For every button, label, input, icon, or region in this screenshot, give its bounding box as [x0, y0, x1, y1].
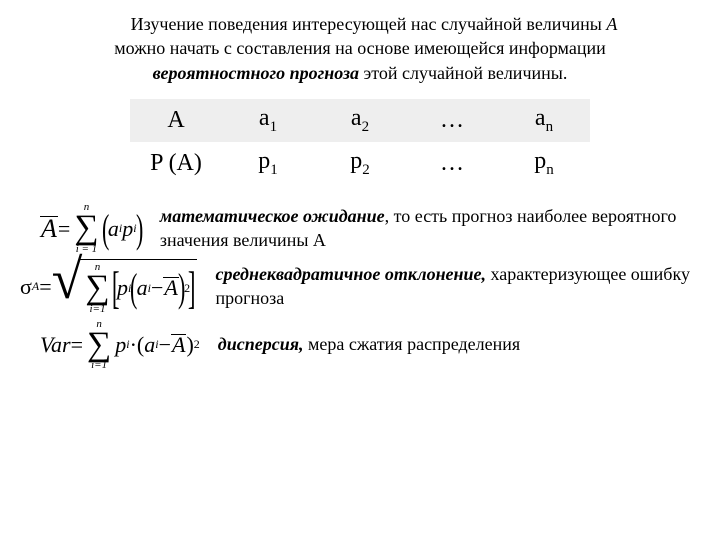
table-cell: p1 — [222, 142, 314, 185]
table-data-row: P (A) p1 p2 … pn — [130, 142, 590, 185]
formula-stddev: σA = √ n ∑ i=1 [ pi ( ai − A )2 — [20, 259, 197, 315]
sqrt: √ n ∑ i=1 [ pi ( ai − A )2 ] — [52, 259, 198, 315]
formula-stddev-desc: среднеквадратичное отклонение, характери… — [197, 263, 720, 310]
table-header-row: A a1 a2 … an — [130, 99, 590, 142]
table-cell: a2 — [314, 99, 406, 142]
table-cell: an — [498, 99, 590, 142]
sigma-sum: n ∑ i=1 — [85, 262, 109, 315]
formula-stddev-row: σA = √ n ∑ i=1 [ pi ( ai − A )2 — [20, 259, 720, 315]
table-cell: … — [406, 99, 498, 142]
formula-variance-desc: дисперсия, мера сжатия распределения — [200, 333, 520, 356]
table-cell: A — [130, 99, 222, 142]
formula-variance: Var = n ∑ i=1 pi · ( ai − A )2 — [40, 319, 200, 372]
A-bar: A — [40, 216, 58, 242]
intro-line3-bi: вероятностного прогноза — [153, 63, 359, 83]
intro-paragraph: Изучение поведения интересующей нас случ… — [0, 0, 720, 93]
table-cell: pn — [498, 142, 590, 185]
table-cell: a1 — [222, 99, 314, 142]
formula-variance-row: Var = n ∑ i=1 pi · ( ai − A )2 дисперсия… — [40, 319, 720, 372]
probability-table: A a1 a2 … an P (A) p1 p2 … pn — [130, 99, 590, 185]
table-cell: P (A) — [130, 142, 222, 185]
formula-expectation: A = n ∑ i = 1 ( ai pi ) — [40, 202, 142, 255]
sigma-sum: n ∑ i = 1 — [74, 202, 98, 255]
intro-line1-pre: Изучение поведения интересующей нас случ… — [131, 14, 607, 34]
table-cell: p2 — [314, 142, 406, 185]
intro-var-A: А — [606, 14, 617, 34]
formula-expectation-row: A = n ∑ i = 1 ( ai pi ) математическое о… — [40, 202, 720, 255]
table-cell: … — [406, 142, 498, 185]
sigma-sum: n ∑ i=1 — [87, 319, 111, 372]
intro-line3-rest: этой случайной величины. — [359, 63, 567, 83]
formula-expectation-desc: математическое ожидание, то есть прогноз… — [142, 205, 720, 252]
intro-line2: можно начать с составления на основе име… — [114, 38, 605, 58]
